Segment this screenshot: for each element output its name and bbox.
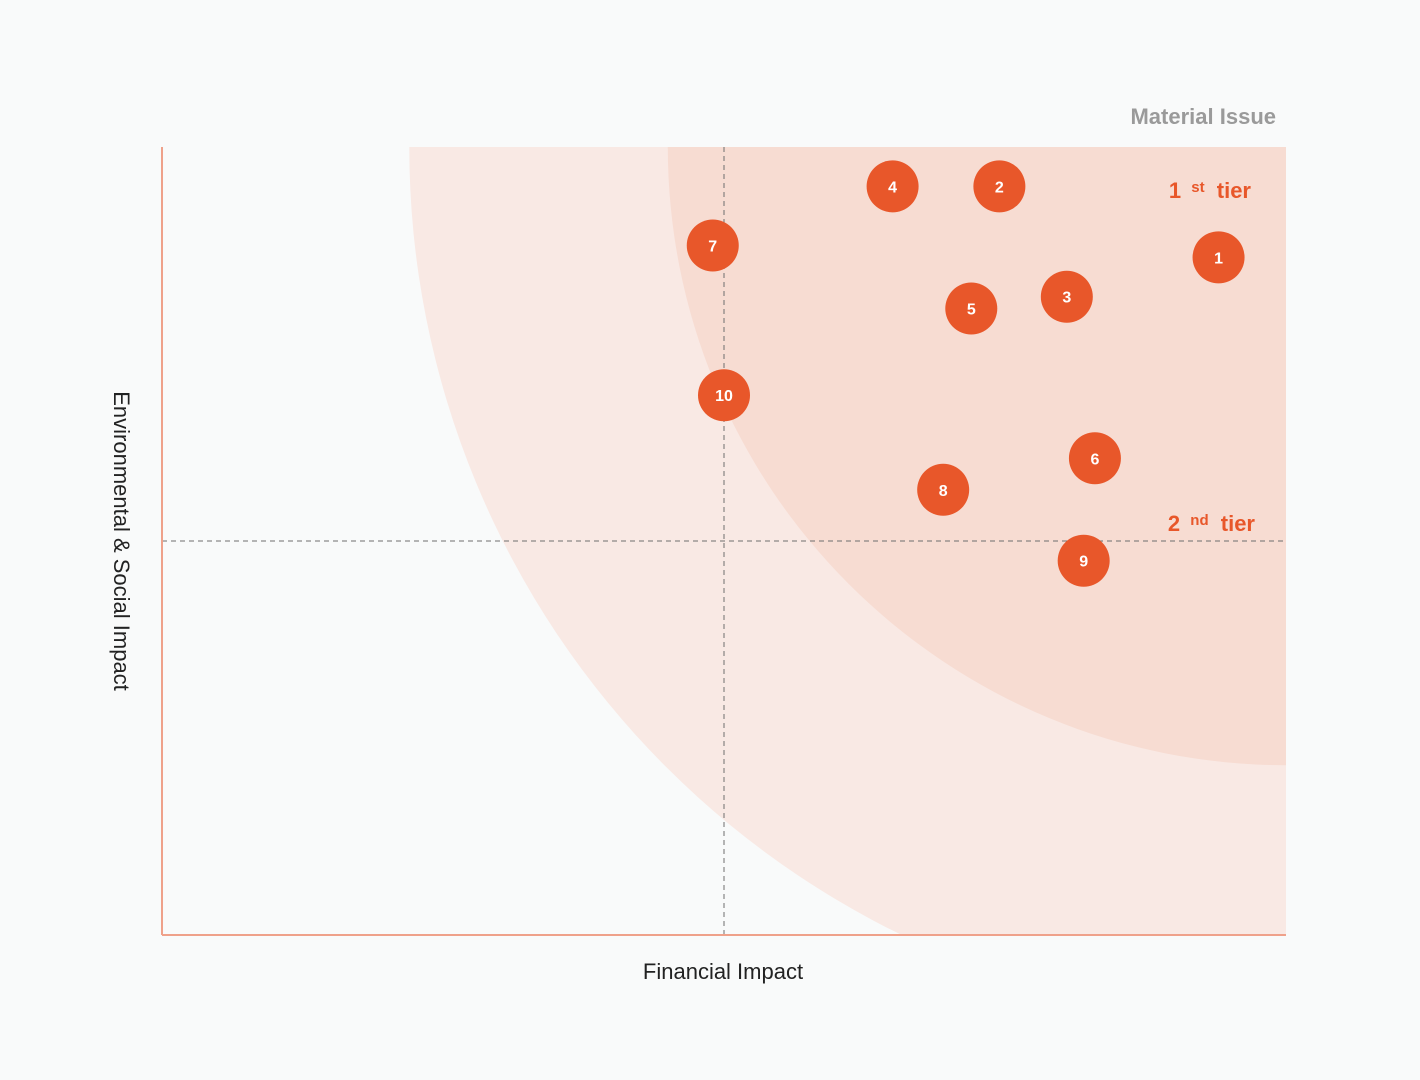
tier-1-zone <box>667 147 1286 766</box>
material-issue-point-3: 3 <box>1040 270 1093 323</box>
tier-1-number: 1 <box>1169 178 1181 203</box>
tier-1-suffix: st <box>1191 179 1204 196</box>
point-marker <box>1040 270 1093 323</box>
point-label: 5 <box>967 302 976 319</box>
point-label: 2 <box>995 179 1004 196</box>
point-marker <box>1057 534 1110 587</box>
tier-1-label: 1 st tier <box>1169 172 1252 203</box>
point-label: 4 <box>888 179 897 196</box>
tier-1-word: tier <box>1217 178 1252 203</box>
point-label: 9 <box>1079 554 1088 571</box>
point-label: 3 <box>1062 290 1071 307</box>
point-marker <box>1192 231 1245 284</box>
tier-zones <box>409 147 1286 935</box>
material-issue-point-4: 4 <box>866 160 919 213</box>
tier-2-label: 2 nd tier <box>1168 505 1256 536</box>
tier-2-word: tier <box>1221 511 1256 536</box>
x-axis-label: Financial Impact <box>643 959 803 984</box>
material-issue-points: 1 2 3 4 5 6 7 8 9 10 <box>686 160 1245 587</box>
material-issue-point-2: 2 <box>973 160 1026 213</box>
point-marker <box>917 463 970 516</box>
point-label: 7 <box>708 239 717 256</box>
tier-2-number: 2 <box>1168 511 1180 536</box>
point-marker <box>945 282 998 335</box>
point-label: 6 <box>1090 451 1099 468</box>
material-issue-point-7: 7 <box>686 219 739 272</box>
point-marker <box>686 219 739 272</box>
material-issue-point-5: 5 <box>945 282 998 335</box>
material-issue-point-10: 10 <box>698 369 750 422</box>
point-marker <box>1068 432 1121 485</box>
material-issue-point-1: 1 <box>1192 231 1245 284</box>
point-marker <box>866 160 919 213</box>
point-marker <box>698 369 750 422</box>
legend-title: Material Issue <box>1130 104 1276 129</box>
material-issue-point-9: 9 <box>1057 534 1110 587</box>
point-marker <box>973 160 1026 213</box>
point-label: 10 <box>715 388 733 405</box>
material-issue-point-6: 6 <box>1068 432 1121 485</box>
y-axis-label: Environmental & Social Impact <box>109 391 134 691</box>
material-issue-point-8: 8 <box>917 463 970 516</box>
tier-2-suffix: nd <box>1190 512 1208 529</box>
point-label: 1 <box>1214 250 1223 267</box>
point-label: 8 <box>939 483 948 500</box>
